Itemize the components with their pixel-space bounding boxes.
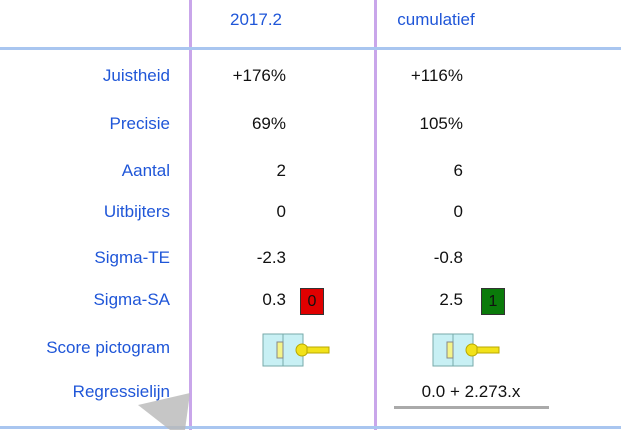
score-pictogram	[432, 333, 502, 367]
value: 2.5	[439, 290, 463, 309]
row-label: Regressielijn	[72, 382, 170, 401]
value: +176%	[232, 66, 286, 85]
column-divider	[189, 0, 192, 430]
underline	[394, 406, 549, 409]
header-rule	[0, 47, 621, 50]
value: 0.3	[262, 290, 286, 309]
column-header: 2017.2	[230, 10, 282, 29]
status-badge: 0	[300, 288, 324, 315]
row-label: Uitbijters	[103, 202, 170, 221]
footer-rule	[0, 426, 621, 429]
cursor-shape	[138, 393, 190, 430]
value: 0	[453, 202, 463, 221]
column-header: cumulatief	[397, 10, 475, 29]
status-badge: 1	[481, 288, 505, 315]
row-label: Precisie	[109, 114, 170, 133]
column-divider	[374, 0, 377, 430]
value: 105%	[419, 114, 463, 133]
row-label: Juistheid	[102, 66, 170, 85]
value: 69%	[251, 114, 286, 133]
row-label: Aantal	[121, 161, 170, 180]
value: 0.0 + 2.273.x	[421, 382, 521, 401]
row-label: Score pictogram	[46, 338, 170, 357]
value: -0.8	[433, 248, 463, 267]
value: 2	[276, 161, 286, 180]
value: 6	[453, 161, 463, 180]
value: 0	[276, 202, 286, 221]
row-label: Sigma-TE	[94, 248, 170, 267]
score-pictogram	[262, 333, 332, 367]
value: +116%	[410, 66, 463, 85]
row-label: Sigma-SA	[93, 290, 170, 309]
value: -2.3	[256, 248, 286, 267]
